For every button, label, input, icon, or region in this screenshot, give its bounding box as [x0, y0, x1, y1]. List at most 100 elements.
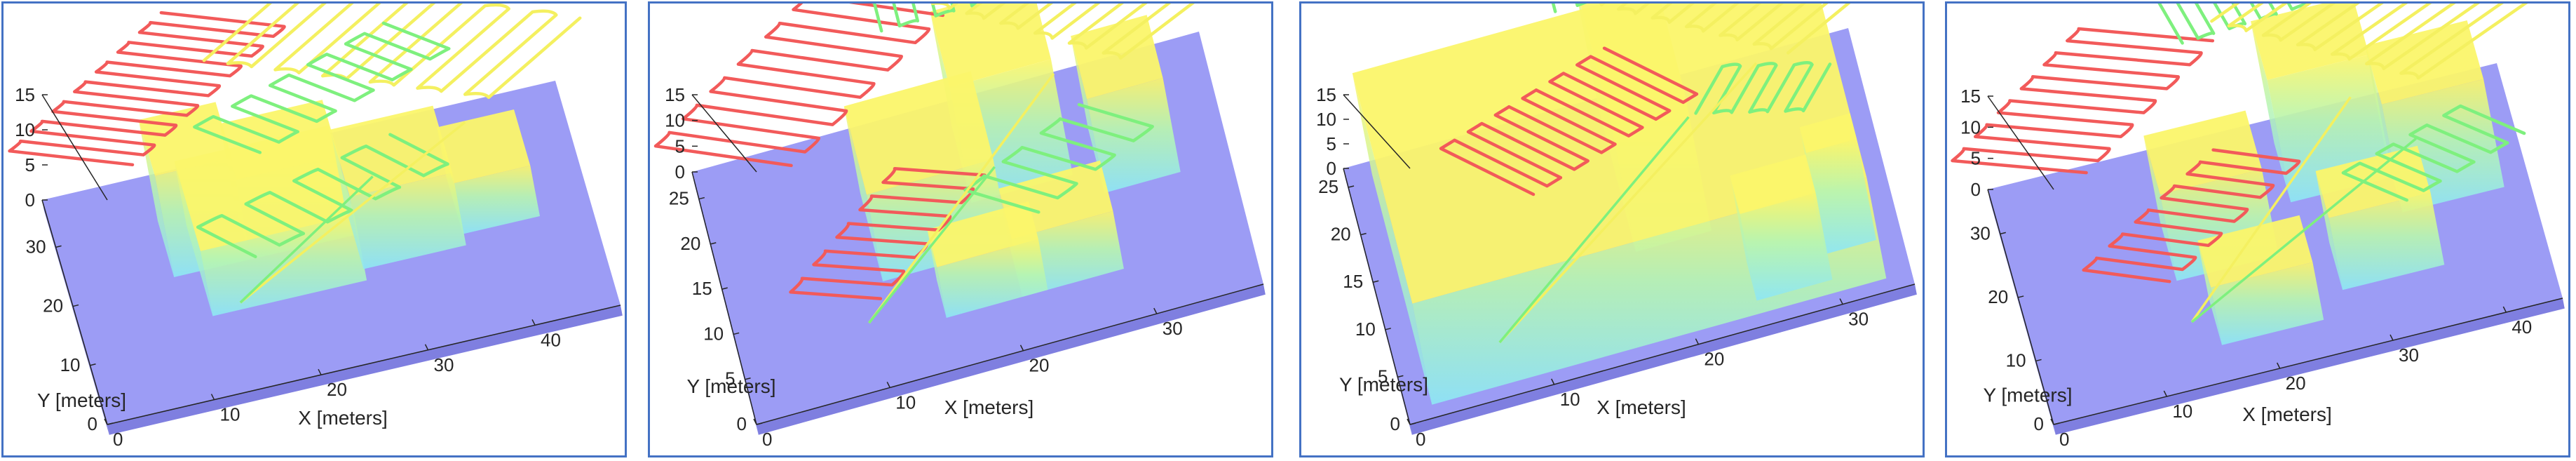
- ground-side: [1410, 284, 1917, 435]
- flight-path: [8, 11, 286, 167]
- y-tick-mark: [1373, 280, 1379, 283]
- z-tick-label: 15: [1316, 84, 1336, 105]
- y-axis-label: Y [meters]: [686, 375, 775, 397]
- x-tick-mark: [886, 382, 890, 388]
- flight-path: [193, 21, 451, 154]
- y-tick-label: 10: [2006, 349, 2026, 370]
- x-tick-label: 20: [2286, 373, 2306, 394]
- x-tick-mark: [104, 418, 108, 425]
- transit-path: [868, 72, 1055, 324]
- y-tick-label: 0: [2034, 413, 2044, 434]
- ground-side: [2054, 298, 2565, 435]
- y-tick-mark: [1348, 185, 1355, 188]
- z-tick-label: 5: [675, 135, 685, 156]
- flight-path: [653, 4, 944, 168]
- flight-path: [196, 133, 449, 259]
- x-tick-label: 20: [1029, 355, 1050, 376]
- x-tick-mark: [1153, 307, 1158, 314]
- y-tick-mark: [55, 245, 62, 248]
- y-tick-mark: [721, 287, 728, 290]
- z-tick-label: 0: [1327, 158, 1336, 179]
- z-tick-label: 0: [25, 189, 35, 211]
- x-tick-label: 10: [220, 404, 240, 425]
- z-axis: [1343, 94, 1411, 169]
- transit-path: [239, 175, 374, 304]
- x-tick-label: 0: [2059, 429, 2069, 450]
- z-tick-label: 10: [15, 119, 35, 140]
- y-tick-label: 10: [1355, 319, 1376, 340]
- x-tick-label: 10: [2172, 401, 2192, 422]
- building-block: [1730, 154, 1833, 301]
- y-axis: [691, 171, 757, 425]
- x-tick-label: 20: [327, 379, 347, 400]
- y-tick-label: 15: [692, 278, 712, 299]
- x-tick-mark: [531, 319, 536, 326]
- z-tick-label: 5: [25, 154, 35, 175]
- y-tick-label: 20: [1331, 224, 1351, 245]
- y-tick-mark: [1397, 375, 1404, 378]
- flight-path: [202, 4, 582, 100]
- flight-path: [1694, 61, 1832, 115]
- x-tick-mark: [2276, 362, 2281, 369]
- x-tick-mark: [1695, 338, 1700, 345]
- flight-path: [1951, 27, 2215, 175]
- flight-path: [2082, 148, 2301, 283]
- y-tick-label: 0: [737, 413, 747, 434]
- flight-path: [963, 102, 1154, 214]
- y-tick-label: 5: [1378, 366, 1388, 387]
- plot-panel-4: 0 5 10 15 0 10 20 30 0 10 20 30 40 X [meters] Y [meter…: [1945, 1, 2570, 457]
- z-tick-label: 15: [665, 84, 685, 105]
- building-block: [1071, 15, 1181, 194]
- transit-path: [2190, 96, 2352, 323]
- z-tick-label: 15: [1960, 86, 1981, 107]
- z-tick-label: 10: [1316, 109, 1336, 130]
- z-axis: [691, 94, 757, 173]
- x-axis-label: X [meters]: [2242, 403, 2332, 425]
- y-tick-label: 0: [1390, 413, 1400, 434]
- ground-side: [757, 284, 1266, 435]
- y-tick-label: 10: [703, 323, 724, 344]
- y-tick-label: 15: [1343, 271, 1363, 292]
- y-tick-mark: [745, 377, 751, 380]
- plot-2: 0 5 10 15 0 5 10 15 20 25 0 10 20 30 X [meters] Y [mete…: [653, 4, 1266, 450]
- x-tick-label: 0: [113, 429, 123, 450]
- transit-path: [868, 166, 996, 324]
- y-axis: [41, 199, 108, 425]
- y-tick-label: 20: [680, 233, 700, 254]
- y-tick-label: 25: [1318, 176, 1338, 197]
- y-tick-mark: [2018, 295, 2024, 298]
- z-tick-label: 10: [665, 110, 685, 131]
- y-tick-mark: [2000, 232, 2006, 235]
- y-tick-mark: [90, 363, 96, 366]
- flight-path: [872, 4, 983, 33]
- z-tick-label: 15: [15, 84, 35, 105]
- x-tick-mark: [2502, 306, 2507, 313]
- y-tick-label: 25: [669, 188, 689, 209]
- x-tick-mark: [318, 368, 322, 375]
- x-tick-label: 0: [1416, 429, 1425, 450]
- x-tick-label: 30: [1848, 309, 1869, 330]
- z-tick-label: 0: [675, 161, 685, 182]
- y-tick-mark: [1360, 232, 1367, 236]
- ground-side: [107, 305, 623, 435]
- x-axis: [1409, 283, 1916, 425]
- flight-path: [1439, 46, 1699, 196]
- y-axis: [1987, 189, 2054, 425]
- plot-1: 0 5 10 15 0 10 20 30 0 10 20 30 40 X [meters] Y [meter…: [8, 4, 623, 450]
- building-block: [927, 201, 1048, 318]
- x-tick-label: 20: [1704, 349, 1724, 370]
- y-tick-label: 20: [43, 295, 63, 316]
- flight-path: [2210, 4, 2528, 80]
- y-tick-label: 10: [60, 354, 81, 375]
- y-tick-mark: [698, 196, 705, 200]
- x-tick-mark: [2389, 334, 2394, 341]
- x-axis-label: X [meters]: [298, 407, 388, 429]
- x-axis: [756, 283, 1264, 425]
- y-tick-label: 20: [1988, 286, 2008, 307]
- y-tick-mark: [1385, 328, 1391, 330]
- y-tick-mark: [72, 304, 79, 307]
- x-tick-label: 10: [1560, 389, 1580, 410]
- building-block: [174, 125, 367, 316]
- x-tick-mark: [1839, 298, 1843, 305]
